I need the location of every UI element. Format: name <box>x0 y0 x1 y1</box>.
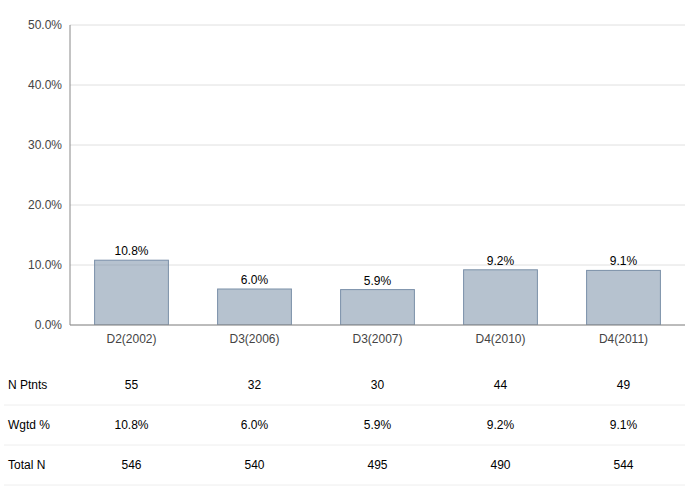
grid <box>70 25 685 325</box>
bar <box>218 289 292 325</box>
table-rule <box>4 405 685 406</box>
data-label: 6.0% <box>241 273 269 287</box>
grid-line <box>70 145 685 146</box>
x-tick-label: D4(2010) <box>475 332 525 346</box>
table-cell: 44 <box>494 378 508 392</box>
table-cell: 6.0% <box>241 418 269 432</box>
table-cell: 540 <box>244 458 264 472</box>
table-row-label: N Ptnts <box>8 378 47 392</box>
data-label: 9.2% <box>487 254 515 268</box>
y-axis <box>70 25 71 325</box>
grid-line <box>70 205 685 206</box>
bar <box>95 260 169 325</box>
y-tick-label: 30.0% <box>28 138 62 152</box>
y-tick-label: 20.0% <box>28 198 62 212</box>
table-cell: 9.1% <box>610 418 638 432</box>
table-cell: 546 <box>121 458 141 472</box>
x-tick-label: D3(2006) <box>229 332 279 346</box>
y-tick-label: 40.0% <box>28 78 62 92</box>
chart: 0.0% 10.0% 20.0% 30.0% 40.0% 50.0% 10.8% 6.0% 5.… <box>0 0 700 500</box>
table-cell: 55 <box>125 378 139 392</box>
table-rule <box>4 485 685 486</box>
data-label: 10.8% <box>114 244 148 258</box>
table-cell: 10.8% <box>114 418 148 432</box>
table-cell: 490 <box>490 458 510 472</box>
table-cell: 495 <box>367 458 387 472</box>
data-label: 9.1% <box>610 254 638 268</box>
bars <box>95 260 661 325</box>
table-row-label: Total N <box>8 458 45 472</box>
x-tick-label: D2(2002) <box>106 332 156 346</box>
x-tick-label: D4(2011) <box>599 332 648 346</box>
x-axis <box>70 325 685 326</box>
y-tick-label: 50.0% <box>28 18 62 32</box>
y-tick-label: 10.0% <box>28 258 62 272</box>
table-cell: 30 <box>371 378 385 392</box>
data-label: 5.9% <box>364 274 392 288</box>
y-tick-label: 0.0% <box>35 318 63 332</box>
table-row-label: Wgtd % <box>8 418 50 432</box>
grid-line <box>70 85 685 86</box>
x-tick-label: D3(2007) <box>352 332 402 346</box>
table-cell: 9.2% <box>487 418 515 432</box>
bar <box>587 270 661 325</box>
table-rule <box>4 445 685 446</box>
bar <box>341 290 415 325</box>
bar <box>464 270 538 325</box>
grid-line <box>70 325 685 326</box>
table-cell: 5.9% <box>364 418 392 432</box>
table-cell: 544 <box>613 458 633 472</box>
grid-line <box>70 25 685 26</box>
table-cell: 32 <box>248 378 262 392</box>
table-cell: 49 <box>617 378 631 392</box>
